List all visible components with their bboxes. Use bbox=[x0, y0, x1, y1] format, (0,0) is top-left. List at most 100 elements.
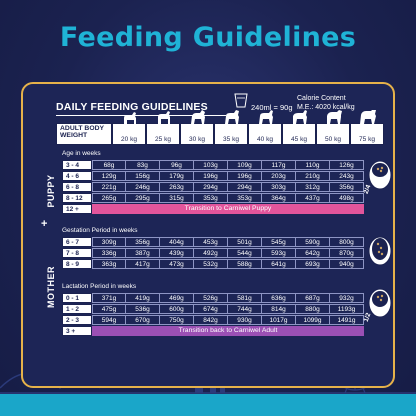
transition-row: 3 + Transition back to Carniwel Adult bbox=[62, 326, 364, 336]
row-label: 3 - 4 bbox=[62, 160, 92, 170]
row-label: 2 - 3 bbox=[62, 315, 92, 325]
transition-banner: Transition back to Carniwel Adult bbox=[92, 326, 364, 336]
dog-silhouette-icon bbox=[259, 110, 273, 124]
table-cell: 588g bbox=[228, 259, 262, 269]
table-cell: 581g bbox=[228, 293, 262, 303]
puppy-bowl-label: 2/4 bbox=[362, 184, 373, 195]
table-cell: 687g bbox=[296, 293, 330, 303]
weight-cell: 30 kg bbox=[180, 110, 214, 145]
table-cell: 744g bbox=[228, 304, 262, 314]
table-row: 2 - 3 594g 670g 750g 842g 930g 1017g 109… bbox=[62, 315, 364, 325]
dog-silhouette-icon bbox=[191, 110, 205, 124]
food-bowl-icon bbox=[368, 160, 392, 190]
weight-value: 50 kg bbox=[325, 136, 341, 143]
weight-cell: 75 kg bbox=[350, 110, 384, 145]
table-cell: 353g bbox=[194, 193, 228, 203]
table-cell: 265g bbox=[92, 193, 126, 203]
table-cell: 594g bbox=[92, 315, 126, 325]
table-cell: 501g bbox=[228, 237, 262, 247]
table-cell: 203g bbox=[262, 171, 296, 181]
weight-value: 40 kg bbox=[257, 136, 273, 143]
table-row: 3 - 4 68g 83g 96g 103g 109g 117g 110g 12… bbox=[62, 160, 364, 170]
table-cell: 312g bbox=[296, 182, 330, 192]
weight-header-row: ADULT BODY WEIGHT 20 kg 25 kg 30 kg 35 k… bbox=[56, 110, 384, 145]
page-title: Feeding Guidelines bbox=[59, 22, 357, 53]
table-cell: 940g bbox=[330, 259, 364, 269]
table-cell: 842g bbox=[194, 315, 228, 325]
table-cell: 870g bbox=[330, 248, 364, 258]
table-cell: 103g bbox=[194, 160, 228, 170]
table-cell: 814g bbox=[262, 304, 296, 314]
weight-value: 45 kg bbox=[291, 136, 307, 143]
table-cell: 437g bbox=[296, 193, 330, 203]
row-label: 12 + bbox=[62, 204, 92, 214]
ground-strip bbox=[0, 394, 416, 416]
table-cell: 439g bbox=[160, 248, 194, 258]
table-cell: 315g bbox=[160, 193, 194, 203]
weight-cell: 50 kg bbox=[316, 110, 350, 145]
cup-measure: 240ml = 90g bbox=[251, 103, 293, 112]
feeding-card: DAILY FEEDING GUIDELINES 240ml = 90g Cal… bbox=[21, 82, 395, 388]
table-cell: 417g bbox=[126, 259, 160, 269]
table-row: 8 - 12 265g 295g 315g 353g 353g 364g 437… bbox=[62, 193, 364, 203]
table-cell: 642g bbox=[296, 248, 330, 258]
table-cell: 453g bbox=[194, 237, 228, 247]
table-cell: 295g bbox=[126, 193, 160, 203]
table-cell: 469g bbox=[160, 293, 194, 303]
transition-banner: Transition to Carniwel Puppy bbox=[92, 204, 364, 214]
weight-value: 25 kg bbox=[155, 136, 171, 143]
card-heading: DAILY FEEDING GUIDELINES bbox=[56, 101, 208, 113]
gestation-section-label: Gestation Period in weeks bbox=[62, 227, 138, 234]
table-cell: 492g bbox=[194, 248, 228, 258]
table-cell: 536g bbox=[126, 304, 160, 314]
table-cell: 750g bbox=[160, 315, 194, 325]
dog-silhouette-icon bbox=[225, 110, 239, 124]
table-row: 7 - 8 336g 387g 439g 492g 544g 593g 642g… bbox=[62, 248, 364, 258]
table-cell: 880g bbox=[296, 304, 330, 314]
table-cell: 419g bbox=[126, 293, 160, 303]
table-row: 4 - 6 129g 156g 179g 196g 196g 203g 210g… bbox=[62, 171, 364, 181]
calorie-content: Calorie Content M.E.: 4020 kcal/kg bbox=[297, 94, 355, 112]
food-bowl-icon bbox=[368, 288, 392, 318]
table-cell: 498g bbox=[330, 193, 364, 203]
table-cell: 371g bbox=[92, 293, 126, 303]
table-cell: 263g bbox=[160, 182, 194, 192]
table-cell: 532g bbox=[194, 259, 228, 269]
table-cell: 303g bbox=[262, 182, 296, 192]
weight-cell: 35 kg bbox=[214, 110, 248, 145]
table-cell: 800g bbox=[330, 237, 364, 247]
dog-silhouette-icon bbox=[327, 110, 342, 124]
row-label: 3 + bbox=[62, 326, 92, 336]
plus-sign: + bbox=[41, 218, 48, 230]
table-cell: 356g bbox=[126, 237, 160, 247]
table-cell: 526g bbox=[194, 293, 228, 303]
table-cell: 356g bbox=[330, 182, 364, 192]
table-cell: 294g bbox=[228, 182, 262, 192]
weight-cell: 45 kg bbox=[282, 110, 316, 145]
row-label: 1 - 2 bbox=[62, 304, 92, 314]
dog-silhouette-icon bbox=[293, 110, 307, 124]
puppy-side-label: PUPPY bbox=[46, 174, 56, 208]
weight-cell: 25 kg bbox=[146, 111, 180, 145]
row-label: 6 - 8 bbox=[62, 182, 92, 192]
table-cell: 109g bbox=[228, 160, 262, 170]
table-cell: 68g bbox=[92, 160, 126, 170]
row-label: 6 - 7 bbox=[62, 237, 92, 247]
weight-value: 20 kg bbox=[121, 136, 137, 143]
table-cell: 932g bbox=[330, 293, 364, 303]
table-cell: 544g bbox=[228, 248, 262, 258]
row-label: 0 - 1 bbox=[62, 293, 92, 303]
table-cell: 129g bbox=[92, 171, 126, 181]
dog-silhouette-icon bbox=[124, 112, 136, 124]
table-cell: 593g bbox=[262, 248, 296, 258]
table-cell: 1099g bbox=[296, 315, 330, 325]
table-cell: 364g bbox=[262, 193, 296, 203]
table-cell: 126g bbox=[330, 160, 364, 170]
table-cell: 83g bbox=[126, 160, 160, 170]
table-cell: 363g bbox=[92, 259, 126, 269]
table-cell: 309g bbox=[92, 237, 126, 247]
table-cell: 353g bbox=[228, 193, 262, 203]
weight-label: ADULT BODY WEIGHT bbox=[56, 123, 112, 145]
table-cell: 1017g bbox=[262, 315, 296, 325]
weight-cell: 20 kg bbox=[112, 112, 146, 145]
